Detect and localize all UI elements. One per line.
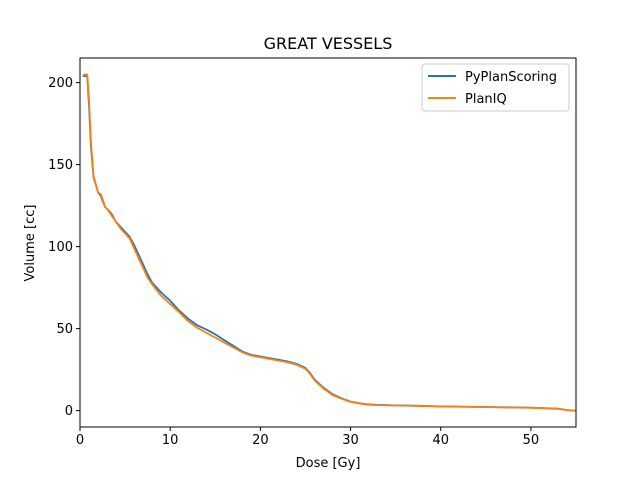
legend: PyPlanScoring PlanIQ	[421, 63, 570, 112]
legend-box	[421, 63, 570, 112]
series-line-2	[82, 73, 576, 412]
y-axis-label: Volume [cc]	[23, 205, 38, 282]
x-tick-label: 30	[342, 433, 359, 448]
x-tick-label: 0	[76, 433, 84, 448]
y-tick-label: 200	[48, 76, 73, 91]
x-axis-label: Dose [Gy]	[296, 456, 361, 471]
plot-area	[82, 73, 576, 412]
chart-title: GREAT VESSELS	[264, 34, 393, 53]
axes-frame	[79, 57, 577, 428]
axes: 0 10 20 30 40 50 0 50 100 150 200	[48, 57, 577, 448]
x-tick-label: 20	[252, 433, 269, 448]
x-tick-label: 50	[523, 433, 540, 448]
y-tick-label: 50	[56, 322, 73, 337]
legend-label-1: PyPlanScoring	[465, 70, 557, 85]
legend-label-2: PlanIQ	[465, 92, 507, 107]
y-tick-label: 0	[65, 404, 73, 419]
y-tick-label: 100	[48, 240, 73, 255]
x-tick-label: 40	[432, 433, 449, 448]
y-tick-label: 150	[48, 158, 73, 173]
x-tick-label: 10	[162, 433, 179, 448]
